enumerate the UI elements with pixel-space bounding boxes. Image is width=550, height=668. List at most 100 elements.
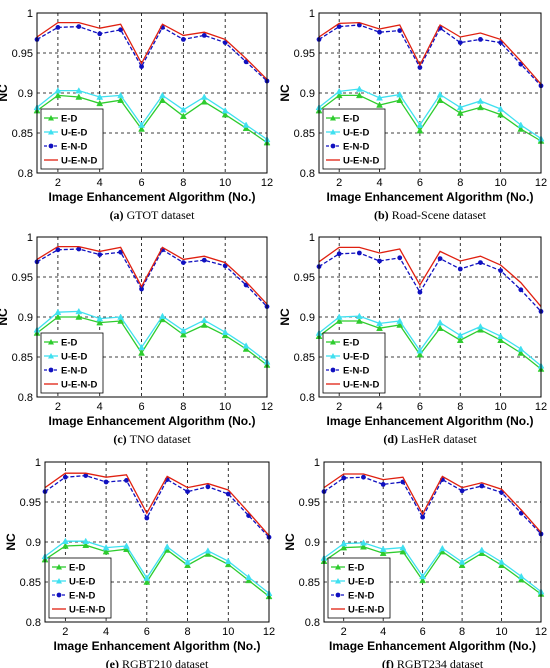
y-tick-label: 0.95 [294,272,315,284]
data-point [497,105,505,112]
data-point [399,544,407,551]
x-tick-label: 4 [376,401,382,413]
x-tick-label: 12 [535,626,547,638]
data-point [139,64,144,69]
data-point [517,576,525,583]
chart-panel: 2 4 6 8 10 12 0.8 0.85 0.9 0.95 1 Image Enhancement… [0,232,273,446]
legend-marker [330,129,336,135]
legend-label: E-D [61,338,78,349]
legend-marker [335,592,341,598]
data-point [75,87,83,94]
data-point [117,96,125,103]
panel-caption-letter: (e) [106,657,122,668]
data-point [76,246,82,252]
series-line [323,542,542,593]
x-tick-label: 6 [138,177,144,189]
data-point [180,260,186,265]
legend-label: E-N-D [69,591,96,602]
data-point [336,251,342,257]
x-tick-label: 10 [219,401,231,413]
data-point [201,33,207,38]
data-point [117,317,125,324]
data-point [185,489,190,494]
data-point [138,343,145,351]
data-point [224,560,232,568]
legend-label: U-E-N-D [69,605,106,616]
x-tick-label: 12 [263,626,275,638]
panel-caption: (f) RGBT234 dataset [382,657,484,668]
data-point [200,321,208,328]
data-point [200,316,208,323]
data-point [222,40,228,45]
axes-frame [318,12,542,174]
y-tick-label: 1 [27,232,33,244]
series-line [36,25,268,82]
series-line [323,476,542,535]
data-point [379,549,387,556]
legend-label: U-E-N-D [343,156,380,167]
y-tick-label: 0.95 [294,48,315,60]
data-point [242,121,250,128]
legend-label: U-E-D [343,128,370,139]
data-point [123,542,130,549]
y-tick-label: 0.8 [18,168,33,180]
data-point [75,93,83,100]
legend-marker [330,115,336,121]
legend-label: U-E-N-D [343,380,380,391]
y-tick-label: 0.8 [300,168,315,180]
legend-label: U-E-D [348,577,375,588]
data-point [184,561,191,568]
x-tick-label: 10 [495,177,507,189]
data-point [379,545,387,552]
y-axis-label: NC [0,308,10,326]
x-tick-label: 10 [219,177,231,189]
y-tick-label: 1 [314,457,320,469]
y-tick-label: 0.8 [26,617,41,629]
panel-caption: (a) GTOT dataset [110,208,196,222]
x-tick-label: 6 [420,626,426,638]
data-point [335,313,343,320]
legend-label: U-E-D [69,577,96,588]
data-point [55,25,61,30]
data-point [498,561,505,568]
legend-marker [48,367,54,373]
data-point [416,347,424,354]
series-line [318,246,542,308]
data-point [397,28,403,33]
data-point [184,558,191,565]
series-line [44,474,270,538]
chart-panel: 2 4 6 8 10 12 0.8 0.85 0.9 0.95 1 Image Enhancement… [278,8,547,222]
data-point [76,24,82,29]
data-point [117,91,125,99]
x-tick-label: 2 [55,401,61,413]
data-point [159,96,166,103]
x-tick-label: 12 [261,177,273,189]
data-point [396,321,404,328]
chart-panel: 2 4 6 8 10 12 0.8 0.85 0.9 0.95 1 Image Enhancement… [0,8,273,222]
data-point [179,331,187,338]
data-point [245,573,253,580]
panel-caption: (b) Road-Scene dataset [374,208,487,222]
y-tick-label: 0.9 [300,312,315,324]
data-point [143,574,151,581]
data-point [159,91,166,99]
series-line [36,89,268,140]
y-tick-label: 1 [309,8,315,20]
data-point [478,260,483,265]
legend-label: E-D [343,338,360,349]
series-line [318,320,542,370]
data-point [163,543,171,550]
x-tick-label: 8 [184,626,190,638]
data-point [179,112,187,119]
data-point [61,537,69,544]
data-point [138,121,145,128]
x-axis-label: Image Enhancement Algorithm (No.) [327,414,534,428]
x-tick-label: 6 [138,401,144,413]
data-point [360,543,367,550]
legend-label: E-D [69,563,86,574]
y-tick-label: 0.9 [18,88,33,100]
data-point [396,96,404,103]
legend-label: U-E-N-D [348,605,385,616]
panel-caption-text: RGBT234 dataset [397,657,484,668]
